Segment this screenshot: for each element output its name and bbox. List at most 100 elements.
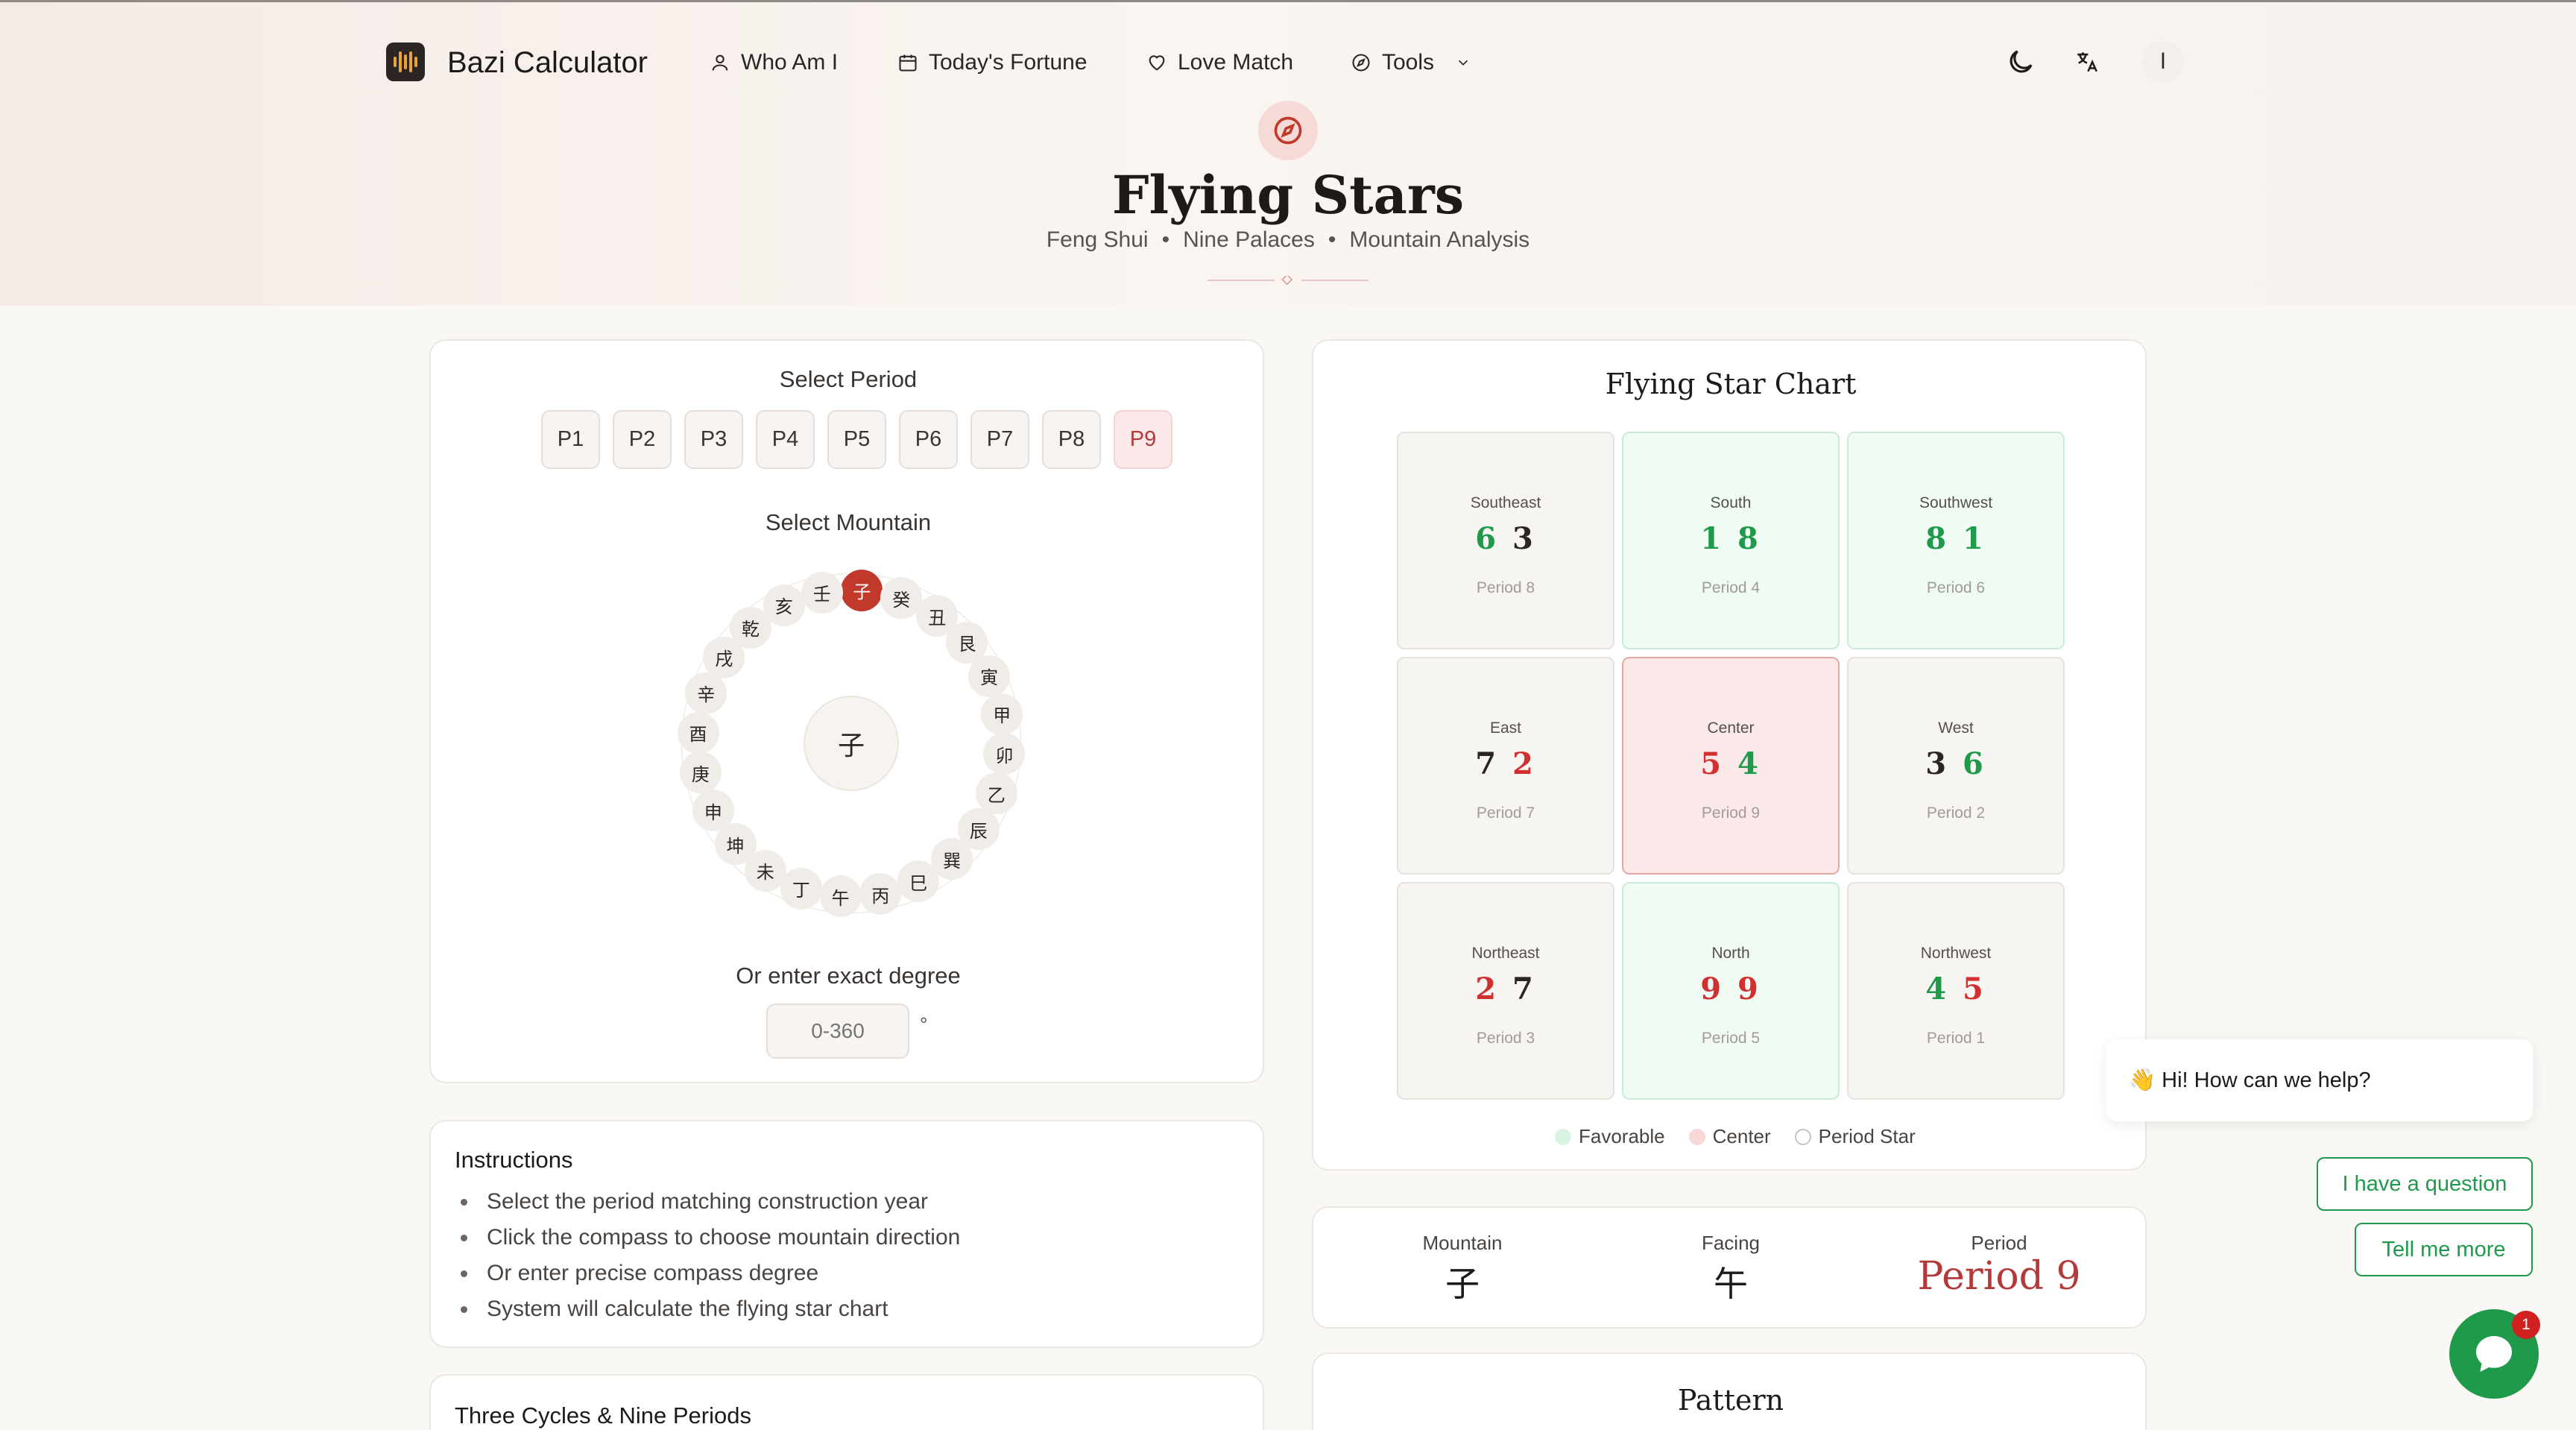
period-button-p5[interactable]: P5 [827, 410, 886, 469]
instructions-title: Instructions [455, 1147, 573, 1173]
palace-period: Period 3 [1476, 1030, 1535, 1047]
period-button-p6[interactable]: P6 [899, 410, 958, 469]
mountain-option[interactable]: 卯 [983, 733, 1026, 775]
nav-item-tools[interactable]: Tools [1351, 45, 1471, 81]
flying-star-chart-card: Flying Star Chart Southeast 6 3 Period 8 So… [1312, 339, 2147, 1171]
palace-cell[interactable]: West 3 6 Period 2 [1847, 657, 2065, 875]
mountain-star: 2 [1475, 971, 1500, 1007]
palace-direction: West [1938, 719, 1974, 737]
mountain-option[interactable]: 申 [692, 790, 734, 832]
palace-period: Period 6 [1926, 579, 1986, 596]
mountain-option[interactable]: 酉 [677, 711, 719, 754]
palace-cell[interactable]: Southwest 8 1 Period 6 [1847, 432, 2065, 649]
mountain-option[interactable]: 寅 [968, 655, 1011, 697]
chat-tell-more-button[interactable]: Tell me more [2355, 1223, 2533, 1276]
subtitle-separator: • [1328, 227, 1336, 252]
palace-period: Period 1 [1926, 1030, 1986, 1047]
period-button-p9[interactable]: P9 [1114, 410, 1172, 469]
chat-question-button[interactable]: I have a question [2317, 1157, 2533, 1211]
mountain-option[interactable]: 子 [841, 569, 883, 611]
palace-stars: 7 2 [1398, 746, 1613, 781]
palace-cell[interactable]: South 1 8 Period 4 [1622, 432, 1840, 649]
mountain-option[interactable]: 丁 [780, 867, 822, 910]
avatar[interactable]: l [2142, 41, 2184, 83]
mountain-option[interactable]: 巳 [897, 860, 940, 903]
palace-stars: 6 3 [1398, 521, 1613, 556]
period-select-label: Select Period [779, 366, 918, 392]
user-icon [712, 54, 728, 71]
nav-item-label: Who Am I [741, 50, 839, 75]
mountain-option[interactable]: 辛 [685, 672, 727, 714]
heart-icon [1149, 55, 1165, 71]
palace-direction: Southeast [1470, 494, 1541, 511]
logo-icon[interactable] [386, 42, 425, 81]
mountain-option[interactable]: 巽 [931, 838, 973, 881]
mountain-option[interactable]: 癸 [880, 577, 923, 620]
chart-legend: Favorable Center Period Star [1555, 1125, 1916, 1148]
mountain-option[interactable]: 亥 [763, 584, 805, 626]
nav-item-label: Today's Fortune [929, 50, 1087, 75]
nav-item-label: Love Match [1178, 50, 1294, 75]
nav-item-love-match[interactable]: Love Match [1146, 45, 1293, 81]
period-button-p8[interactable]: P8 [1042, 410, 1101, 469]
palace-cell[interactable]: North 9 9 Period 5 [1622, 882, 1840, 1100]
summary-card: Mountain 子 Facing 午 Period Period 9 [1312, 1206, 2147, 1329]
brand-name[interactable]: Bazi Calculator [447, 46, 648, 79]
dark-mode-toggle[interactable] [2000, 41, 2042, 83]
legend-label: Period Star [1818, 1125, 1916, 1147]
palace-stars: 5 4 [1623, 746, 1838, 781]
period-button-p7[interactable]: P7 [970, 410, 1029, 469]
mountain-star: 3 [1925, 746, 1950, 781]
subtitle-item: Mountain Analysis [1349, 227, 1530, 252]
palace-cell[interactable]: Northeast 2 7 Period 3 [1397, 882, 1614, 1100]
water-star: 1 [1962, 521, 1986, 556]
mountain-option[interactable]: 甲 [981, 693, 1023, 735]
palace-cell[interactable]: Southeast 6 3 Period 8 [1397, 432, 1614, 649]
page-title: Flying Stars [1111, 164, 1465, 226]
palace-cell[interactable]: Center 5 4 Period 9 [1622, 657, 1840, 875]
palace-period: Period 5 [1701, 1030, 1761, 1047]
nav-item-todays-fortune[interactable]: Today's Fortune [897, 45, 1087, 81]
language-toggle[interactable] [2066, 41, 2108, 83]
palace-period: Period 7 [1476, 804, 1535, 822]
compass-center: 子 [804, 696, 899, 791]
degree-input[interactable] [766, 1004, 909, 1059]
chat-icon [2476, 1336, 2512, 1372]
water-star: 6 [1962, 746, 1986, 781]
nine-palace-grid: Southeast 6 3 Period 8 South 1 8 Period 4 Sout… [1397, 432, 2065, 1100]
period-button-p2[interactable]: P2 [613, 410, 672, 469]
mountain-star: 8 [1925, 521, 1950, 556]
top-navbar: Bazi Calculator Who Am I Today's Fortune… [0, 0, 2576, 124]
mountain-option[interactable]: 乙 [975, 772, 1017, 815]
period-button-p1[interactable]: P1 [541, 410, 600, 469]
mountain-option[interactable]: 戌 [703, 636, 745, 678]
chat-greeting-bubble: 👋 Hi! How can we help? [2106, 1039, 2533, 1121]
mountain-option[interactable]: 坤 [714, 823, 757, 866]
legend-swatch-favorable [1555, 1128, 1571, 1145]
water-star: 4 [1737, 746, 1761, 781]
palace-direction: East [1489, 719, 1522, 737]
selection-card: Select Period P1 P2 P3 P4 P5 P6 P7 P8 P9… [429, 339, 1264, 1083]
palace-cell[interactable]: Northwest 4 5 Period 1 [1847, 882, 2065, 1100]
degree-label: Or enter exact degree [736, 963, 961, 989]
period-button-p4[interactable]: P4 [756, 410, 815, 469]
cycles-title: Three Cycles & Nine Periods [455, 1402, 751, 1429]
mountain-option[interactable]: 壬 [801, 571, 843, 614]
list-item: Select the period matching construction … [461, 1184, 960, 1220]
nav-item-who-am-i[interactable]: Who Am I [710, 45, 838, 81]
subtitle-item: Feng Shui [1046, 227, 1149, 252]
list-item: System will calculate the flying star ch… [461, 1291, 960, 1327]
mountain-option[interactable]: 庚 [679, 752, 722, 794]
nav-item-label: Tools [1382, 50, 1435, 75]
palace-period: Period 4 [1701, 579, 1761, 596]
period-button-p3[interactable]: P3 [684, 410, 743, 469]
mountain-option[interactable]: 午 [819, 875, 862, 918]
subtitle-item: Nine Palaces [1183, 227, 1315, 252]
mountain-option[interactable]: 丙 [859, 873, 902, 916]
period-selector: P1 P2 P3 P4 P5 P6 P7 P8 P9 [541, 410, 1172, 469]
mountain-option[interactable]: 艮 [946, 621, 988, 664]
mountain-star: 9 [1700, 971, 1725, 1007]
palace-cell[interactable]: East 7 2 Period 7 [1397, 657, 1614, 875]
hero-compass-badge [1258, 101, 1318, 160]
water-star: 3 [1512, 521, 1536, 556]
